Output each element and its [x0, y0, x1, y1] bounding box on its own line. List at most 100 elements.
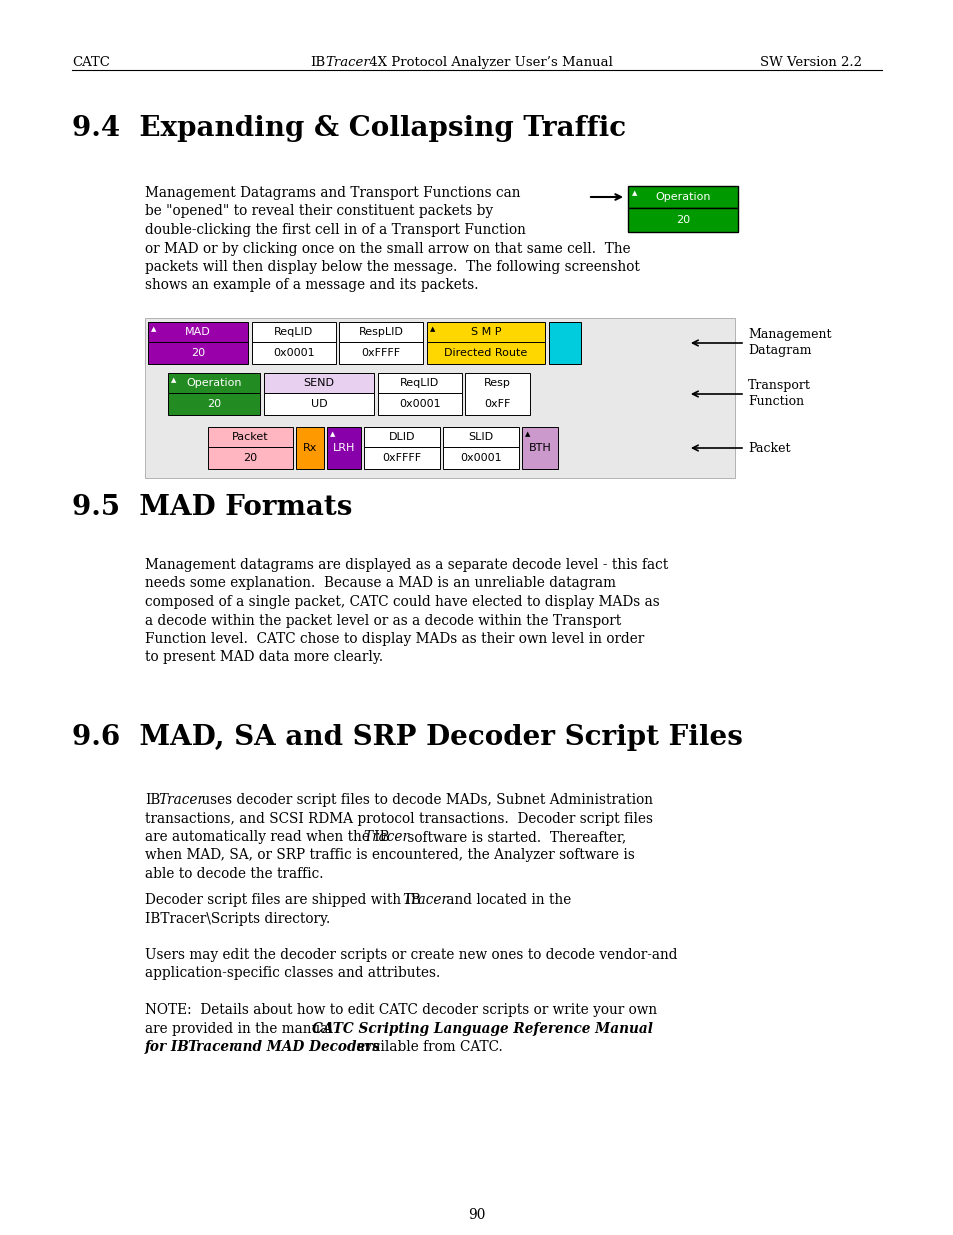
Text: double-clicking the first cell in of a Transport Function: double-clicking the first cell in of a T… — [145, 224, 525, 237]
Text: 20: 20 — [207, 399, 221, 409]
Text: and MAD Decoders: and MAD Decoders — [229, 1040, 379, 1053]
Text: 4X Protocol Analyzer User’s Manual: 4X Protocol Analyzer User’s Manual — [365, 56, 612, 69]
Text: packets will then display below the message.  The following screenshot: packets will then display below the mess… — [145, 261, 639, 274]
Bar — [627, 186, 738, 207]
Bar — [168, 373, 260, 393]
Text: ▲: ▲ — [171, 375, 176, 384]
Text: software is started.  Thereafter,: software is started. Thereafter, — [402, 830, 625, 844]
Text: shows an example of a message and its packets.: shows an example of a message and its pa… — [145, 279, 478, 293]
Text: when MAD, SA, or SRP traffic is encountered, the Analyzer software is: when MAD, SA, or SRP traffic is encounte… — [145, 848, 634, 862]
Text: ▲: ▲ — [151, 325, 156, 333]
Text: IB: IB — [145, 793, 160, 806]
Bar — [295, 427, 324, 469]
Text: to present MAD data more clearly.: to present MAD data more clearly. — [145, 651, 383, 664]
Text: Management datagrams are displayed as a separate decode level - this fact: Management datagrams are displayed as a … — [145, 558, 667, 572]
Bar — [148, 322, 248, 342]
Bar — [327, 427, 360, 469]
Text: DLID: DLID — [388, 432, 415, 442]
Bar — [521, 427, 558, 469]
Text: 0x0001: 0x0001 — [273, 348, 314, 358]
Text: 20: 20 — [676, 215, 689, 225]
Text: Tracer: Tracer — [363, 830, 409, 844]
Bar — [338, 342, 422, 364]
Text: transactions, and SCSI RDMA protocol transactions.  Decoder script files: transactions, and SCSI RDMA protocol tra… — [145, 811, 652, 825]
Bar — [264, 393, 374, 415]
Bar — [364, 427, 439, 447]
Text: CATC: CATC — [71, 56, 110, 69]
Text: Tracer: Tracer — [158, 793, 204, 806]
Text: 0xFFFF: 0xFFFF — [361, 348, 400, 358]
Text: Tracer: Tracer — [401, 893, 448, 906]
Text: ▲: ▲ — [430, 325, 435, 333]
Text: 20: 20 — [243, 453, 257, 463]
Text: 20: 20 — [191, 348, 205, 358]
Bar — [464, 373, 530, 415]
Bar — [377, 393, 461, 415]
Text: Datagram: Datagram — [747, 345, 811, 357]
Text: Resp: Resp — [483, 378, 510, 388]
Text: a decode within the packet level or as a decode within the Transport: a decode within the packet level or as a… — [145, 614, 620, 627]
Bar — [548, 322, 580, 364]
Text: Function level.  CATC chose to display MADs as their own level in order: Function level. CATC chose to display MA… — [145, 632, 643, 646]
Bar — [264, 373, 374, 393]
Text: Tracer: Tracer — [187, 1040, 236, 1053]
Text: Users may edit the decoder scripts or create new ones to decode vendor-and: Users may edit the decoder scripts or cr… — [145, 948, 677, 962]
Text: Transport: Transport — [747, 379, 810, 391]
Text: able to decode the traffic.: able to decode the traffic. — [145, 867, 323, 881]
Text: 90: 90 — [468, 1208, 485, 1221]
Text: SLID: SLID — [468, 432, 493, 442]
Text: 9.4  Expanding & Collapsing Traffic: 9.4 Expanding & Collapsing Traffic — [71, 115, 625, 142]
Text: ReqLID: ReqLID — [400, 378, 439, 388]
Bar — [208, 447, 293, 469]
Text: are automatically read when the IB: are automatically read when the IB — [145, 830, 389, 844]
Text: 0x0001: 0x0001 — [459, 453, 501, 463]
Bar — [377, 373, 461, 393]
Bar — [252, 322, 335, 342]
Bar — [208, 427, 293, 447]
Text: ReqLID: ReqLID — [274, 327, 314, 337]
Text: Operation: Operation — [655, 191, 710, 203]
Text: Management: Management — [747, 329, 831, 341]
Bar — [442, 427, 518, 447]
Text: Rx: Rx — [302, 443, 316, 453]
Bar — [442, 447, 518, 469]
Text: RespLID: RespLID — [358, 327, 403, 337]
Text: CATC Scripting Language Reference Manual: CATC Scripting Language Reference Manual — [312, 1021, 652, 1035]
Text: Operation: Operation — [186, 378, 241, 388]
Text: Tracer: Tracer — [325, 56, 370, 69]
Text: available from CATC.: available from CATC. — [352, 1040, 502, 1053]
Text: 9.6  MAD, SA and SRP Decoder Script Files: 9.6 MAD, SA and SRP Decoder Script Files — [71, 724, 742, 751]
Text: LRH: LRH — [333, 443, 355, 453]
Text: SEND: SEND — [303, 378, 335, 388]
Text: and located in the: and located in the — [441, 893, 571, 906]
Text: application-specific classes and attributes.: application-specific classes and attribu… — [145, 967, 439, 981]
Text: Directed Route: Directed Route — [444, 348, 527, 358]
Text: 9.5  MAD Formats: 9.5 MAD Formats — [71, 494, 352, 521]
Text: 0xFFFF: 0xFFFF — [382, 453, 421, 463]
Bar — [427, 342, 544, 364]
Text: are provided in the manual: are provided in the manual — [145, 1021, 337, 1035]
Bar — [148, 342, 248, 364]
Bar — [145, 317, 734, 478]
Text: or MAD or by clicking once on the small arrow on that same cell.  The: or MAD or by clicking once on the small … — [145, 242, 630, 256]
Text: UD: UD — [311, 399, 327, 409]
Text: Function: Function — [747, 395, 803, 408]
Text: SW Version 2.2: SW Version 2.2 — [760, 56, 862, 69]
Bar — [364, 447, 439, 469]
Text: 0xFF: 0xFF — [483, 399, 510, 409]
Text: Packet: Packet — [232, 432, 269, 442]
Text: NOTE:  Details about how to edit CATC decoder scripts or write your own: NOTE: Details about how to edit CATC dec… — [145, 1003, 657, 1016]
Text: ▲: ▲ — [631, 189, 637, 198]
Text: IB: IB — [310, 56, 325, 69]
Text: be "opened" to reveal their constituent packets by: be "opened" to reveal their constituent … — [145, 205, 493, 219]
Text: S M P: S M P — [470, 327, 500, 337]
Text: ▲: ▲ — [330, 430, 335, 438]
Text: for IB: for IB — [145, 1040, 190, 1053]
Bar — [627, 207, 738, 232]
Bar — [427, 322, 544, 342]
Text: Management Datagrams and Transport Functions can: Management Datagrams and Transport Funct… — [145, 186, 520, 200]
Text: ▲: ▲ — [524, 430, 530, 438]
Text: MAD: MAD — [185, 327, 211, 337]
Text: Packet: Packet — [747, 441, 790, 454]
Bar — [252, 342, 335, 364]
